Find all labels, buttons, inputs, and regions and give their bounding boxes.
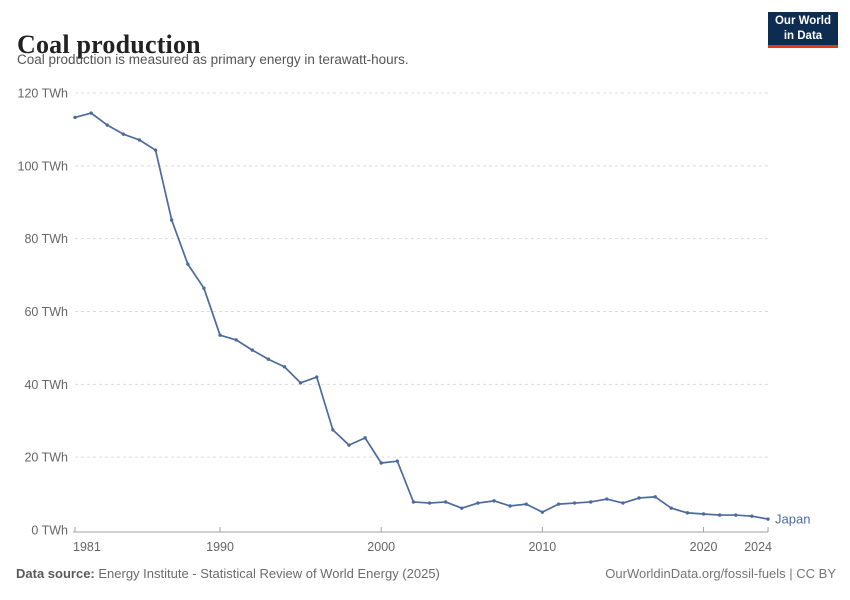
y-axis-tick-label: 0 TWh [31, 524, 68, 538]
data-point[interactable] [282, 365, 287, 369]
data-point[interactable] [250, 348, 254, 352]
data-point[interactable] [701, 512, 706, 516]
data-point[interactable] [363, 436, 367, 440]
data-point[interactable] [766, 517, 770, 521]
y-axis-tick-label: 80 TWh [24, 232, 68, 246]
series-end-label[interactable]: Japan [775, 512, 810, 527]
data-point[interactable] [669, 506, 674, 510]
data-point[interactable] [685, 511, 690, 515]
data-point[interactable] [734, 513, 738, 517]
data-point[interactable] [427, 501, 432, 505]
x-axis-tick-label: 2000 [367, 540, 395, 554]
data-point[interactable] [572, 501, 577, 505]
y-axis-tick-label: 40 TWh [24, 378, 68, 392]
data-point[interactable] [169, 218, 174, 222]
data-point[interactable] [476, 501, 480, 505]
data-point[interactable] [653, 495, 657, 499]
line-chart[interactable]: 0 TWh 20 TWh 40 TWh 60 TWh 80 TWh 100 TWh 120 … [0, 80, 850, 560]
data-source: Data source: Energy Institute - Statisti… [16, 566, 440, 581]
data-point[interactable] [379, 461, 383, 465]
footer-link[interactable]: OurWorldinData.org/fossil-fuels | CC BY [605, 566, 836, 581]
data-source-text: Energy Institute - Statistical Review of… [94, 566, 440, 581]
owid-logo[interactable]: Our World in Data [768, 12, 838, 48]
data-point[interactable] [443, 500, 448, 504]
data-point[interactable] [218, 333, 222, 337]
data-point[interactable] [556, 502, 561, 506]
x-axis-tick-label: 2010 [528, 540, 556, 554]
owid-logo-line1: Our World [774, 15, 831, 28]
data-point[interactable] [717, 513, 722, 517]
series-line-japan[interactable] [74, 112, 769, 520]
data-point[interactable] [89, 111, 93, 115]
data-point[interactable] [315, 375, 319, 379]
data-point[interactable] [492, 499, 496, 503]
data-point[interactable] [331, 428, 335, 432]
data-point[interactable] [750, 514, 754, 518]
data-point[interactable] [589, 500, 593, 504]
data-point[interactable] [266, 357, 271, 361]
chart-footer: Data source: Energy Institute - Statisti… [16, 566, 836, 581]
data-point[interactable] [508, 504, 512, 508]
page-title: Coal production [17, 30, 201, 60]
x-axis-tick-label: 2020 [690, 540, 718, 554]
x-axis-tick-label: 2024 [744, 540, 772, 554]
x-axis-tick-label: 1981 [73, 540, 101, 554]
chart-subtitle: Coal production is measured as primary e… [17, 52, 409, 67]
data-point[interactable] [202, 286, 206, 290]
data-point[interactable] [298, 381, 303, 385]
data-point[interactable] [234, 338, 238, 342]
data-point[interactable] [121, 132, 126, 136]
data-point[interactable] [621, 501, 625, 505]
data-point[interactable] [186, 262, 190, 266]
data-point[interactable] [395, 459, 400, 463]
data-point[interactable] [460, 506, 464, 510]
data-point[interactable] [411, 500, 416, 504]
y-axis-tick-label: 100 TWh [18, 159, 69, 173]
data-point[interactable] [153, 148, 158, 152]
data-point[interactable] [347, 443, 351, 447]
data-point[interactable] [637, 496, 641, 500]
data-point[interactable] [540, 510, 545, 514]
data-source-label: Data source: [16, 566, 95, 581]
owid-logo-line2: in Data [783, 29, 823, 42]
data-point[interactable] [524, 502, 528, 506]
data-point[interactable] [137, 138, 142, 142]
data-point[interactable] [605, 497, 609, 501]
y-axis-tick-label: 20 TWh [24, 451, 68, 465]
x-axis-tick-label: 1990 [206, 540, 234, 554]
data-point[interactable] [73, 115, 77, 120]
data-point[interactable] [105, 123, 109, 127]
y-axis-tick-label: 60 TWh [24, 305, 68, 319]
y-axis-tick-label: 120 TWh [18, 87, 69, 101]
